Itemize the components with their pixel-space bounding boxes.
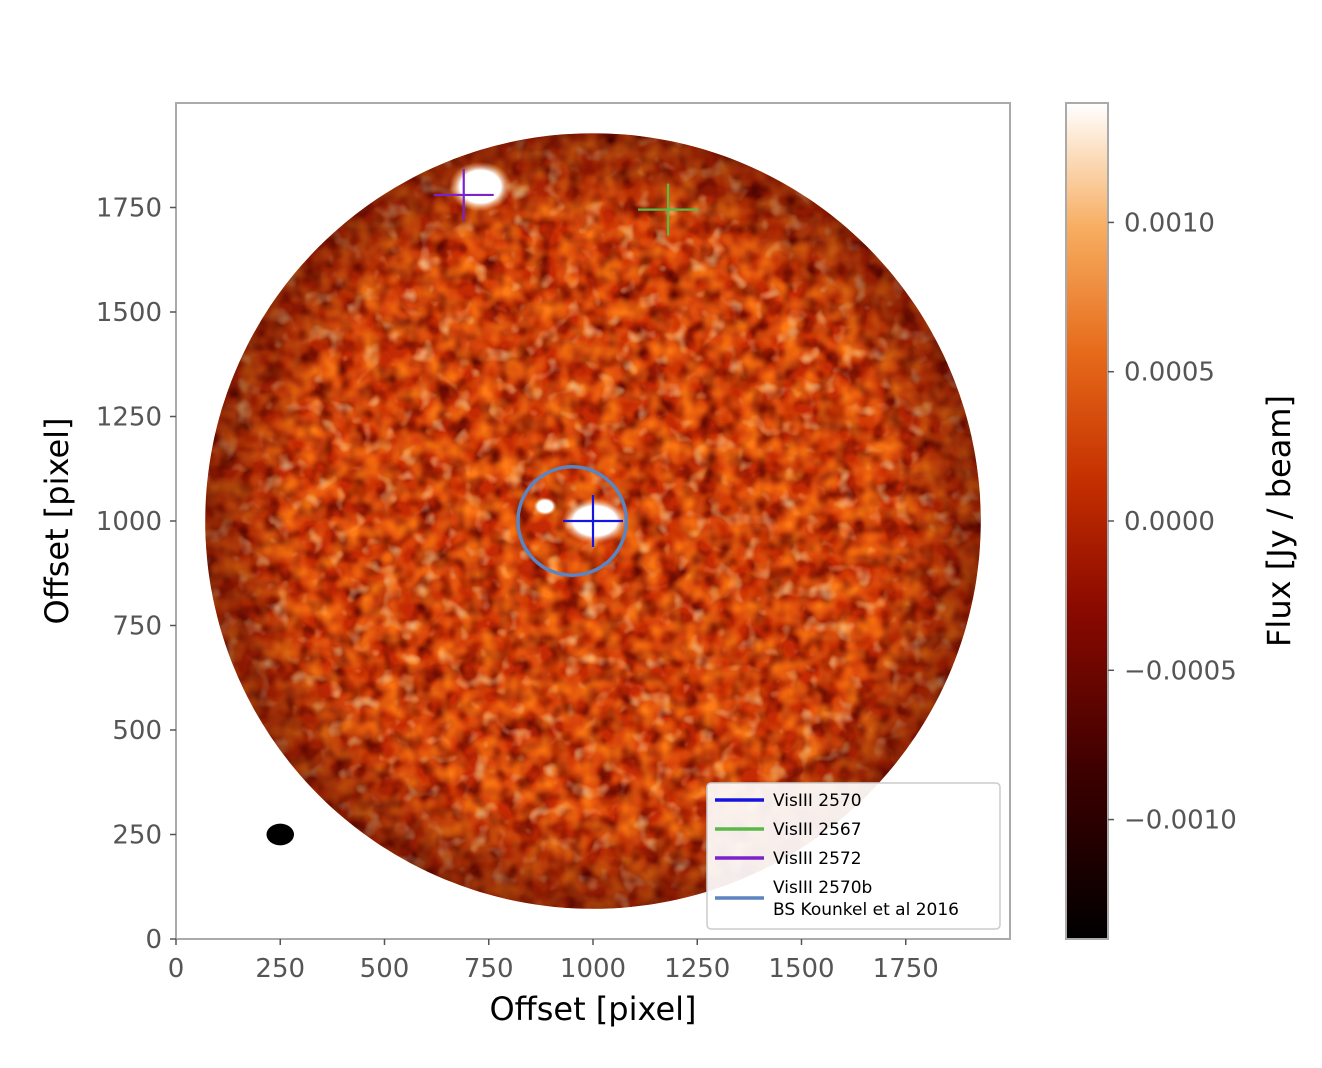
x-tick-label: 750 <box>464 954 514 984</box>
legend-box <box>706 782 1001 930</box>
y-axis-label: Offset [pixel] <box>38 417 76 624</box>
legend-label-4: VisIII 2570b <box>773 878 872 898</box>
x-axis-label: Offset [pixel] <box>489 990 696 1028</box>
legend-label-2: VisIII 2567 <box>773 820 862 840</box>
marker-cross-2 <box>638 183 699 236</box>
y-tick-label: 1750 <box>96 194 162 224</box>
flux-field <box>205 133 981 909</box>
x-tick-label: 1750 <box>873 954 939 984</box>
legend-label-4: BS Kounkel et al 2016 <box>773 900 959 920</box>
x-tick-label: 1500 <box>768 954 834 984</box>
colorbar-gradient <box>1066 103 1108 939</box>
marker-cross-1 <box>563 495 623 547</box>
colorbar-label: Flux [Jy / beam] <box>1260 395 1298 647</box>
x-tick-label: 500 <box>360 954 410 984</box>
y-tick-label: 750 <box>112 612 162 642</box>
x-tick-label: 1250 <box>664 954 730 984</box>
y-tick-label: 1250 <box>96 403 162 433</box>
colorbar-tick-label: 0.0005 <box>1124 358 1215 388</box>
bright-source-3 <box>533 497 557 516</box>
x-tick-label: 0 <box>168 954 185 984</box>
colorbar-tick-label: 0.0000 <box>1124 507 1215 537</box>
y-tick-label: 250 <box>112 821 162 851</box>
legend-label-1: VisIII 2570 <box>773 791 862 811</box>
y-tick-label: 500 <box>112 716 162 746</box>
y-tick-label: 0 <box>145 925 162 955</box>
y-tick-label: 1500 <box>96 298 162 328</box>
legend-label-3: VisIII 2572 <box>773 849 862 869</box>
beam-ellipse <box>266 823 295 846</box>
bright-source-1 <box>449 161 512 212</box>
marker-cross-3 <box>433 168 494 221</box>
marker-circle-4 <box>516 465 629 577</box>
colorbar-tick-label: 0.0010 <box>1124 208 1215 238</box>
y-tick-label: 1000 <box>96 507 162 537</box>
colorbar-tick-label: −0.0005 <box>1124 656 1237 686</box>
x-tick-label: 1000 <box>560 954 626 984</box>
legend: VisIII 2570 VisIII 2567 VisIII 2572 VisIII … <box>706 782 1001 930</box>
colorbar-tick-label: −0.0010 <box>1124 806 1237 836</box>
x-tick-label: 250 <box>255 954 305 984</box>
